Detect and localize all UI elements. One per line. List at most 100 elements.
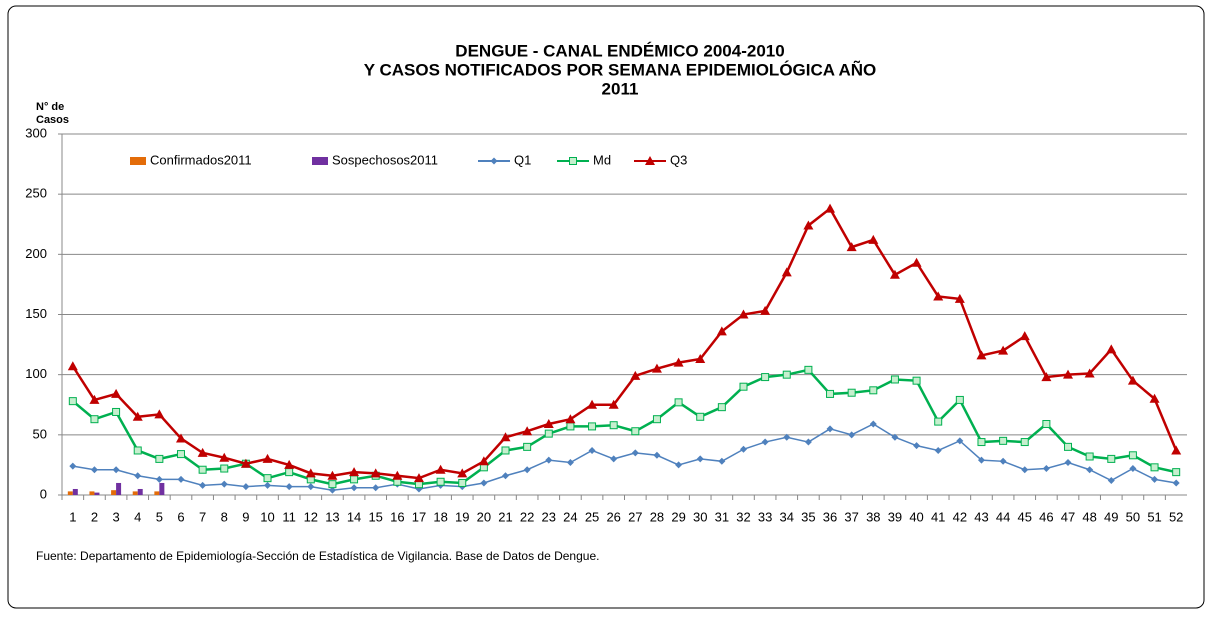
point xyxy=(1064,459,1072,467)
point xyxy=(240,458,251,468)
x-tick-label: 31 xyxy=(715,509,729,524)
point xyxy=(177,475,185,483)
point xyxy=(695,354,706,364)
x-tick-label: 41 xyxy=(931,509,945,524)
point xyxy=(1149,393,1160,403)
x-tick-label: 27 xyxy=(628,509,642,524)
point xyxy=(846,242,857,252)
point xyxy=(457,468,468,478)
point xyxy=(285,483,293,491)
x-tick-label: 24 xyxy=(563,509,577,524)
chart-title: DENGUE - CANAL ENDÉMICO 2004-2010 xyxy=(455,41,784,60)
point xyxy=(90,415,99,424)
point xyxy=(696,412,705,421)
x-tick-label: 6 xyxy=(177,509,184,524)
point xyxy=(370,468,381,478)
x-tick-label: 18 xyxy=(433,509,447,524)
y-tick-label: 0 xyxy=(40,486,47,501)
point xyxy=(436,477,445,486)
point xyxy=(954,293,965,303)
point xyxy=(220,464,229,473)
point xyxy=(999,436,1008,445)
chart-title: 2011 xyxy=(602,79,639,98)
chart-frame xyxy=(7,5,1205,609)
x-tick-label: 7 xyxy=(199,509,206,524)
point xyxy=(1172,468,1181,477)
point xyxy=(545,456,553,464)
point xyxy=(327,470,338,480)
chart-title: Y CASOS NOTIFICADOS POR SEMANA EPIDEMIOL… xyxy=(364,59,877,79)
x-tick-label: 51 xyxy=(1147,509,1161,524)
legend-label: Confirmados2011 xyxy=(150,152,252,167)
point xyxy=(869,386,878,395)
x-tick-label: 50 xyxy=(1126,509,1140,524)
point xyxy=(717,403,726,412)
bar xyxy=(116,482,122,495)
point xyxy=(783,433,791,441)
x-tick-label: 26 xyxy=(606,509,620,524)
point xyxy=(350,484,358,492)
point xyxy=(262,453,273,463)
point xyxy=(891,433,899,441)
point xyxy=(977,456,985,464)
legend-label: Q1 xyxy=(514,152,531,167)
point xyxy=(674,398,683,407)
point xyxy=(285,468,294,477)
point xyxy=(112,466,120,474)
point xyxy=(328,486,336,494)
point xyxy=(1107,477,1115,485)
y-axis-label: Casos xyxy=(36,114,69,126)
point xyxy=(631,427,640,436)
point xyxy=(761,438,769,446)
point xyxy=(175,433,186,443)
point xyxy=(934,446,942,454)
x-tick-label: 36 xyxy=(823,509,837,524)
point xyxy=(350,475,359,484)
point xyxy=(889,269,900,279)
point xyxy=(1085,452,1094,461)
point xyxy=(1106,344,1117,354)
x-tick-label: 15 xyxy=(368,509,382,524)
y-axis-label: N° de xyxy=(36,101,64,113)
point xyxy=(500,432,511,442)
x-tick-label: 44 xyxy=(996,509,1010,524)
point xyxy=(112,407,121,416)
point xyxy=(1021,466,1029,474)
bar xyxy=(137,488,143,495)
point xyxy=(1086,466,1094,474)
point xyxy=(803,220,814,230)
point xyxy=(1019,331,1030,341)
x-tick-label: 16 xyxy=(390,509,404,524)
x-tick-label: 37 xyxy=(844,509,858,524)
x-tick-label: 3 xyxy=(112,509,119,524)
point xyxy=(848,431,856,439)
point xyxy=(68,397,77,406)
x-tick-label: 23 xyxy=(542,509,556,524)
point xyxy=(198,465,207,474)
point xyxy=(675,461,683,469)
point xyxy=(134,472,142,480)
x-tick-label: 45 xyxy=(1018,509,1032,524)
point xyxy=(523,466,531,474)
x-tick-label: 47 xyxy=(1061,509,1075,524)
point xyxy=(176,450,185,459)
point xyxy=(588,446,596,454)
source-note: Fuente: Departamento de Epidemiología-Se… xyxy=(36,549,599,563)
y-tick-label: 300 xyxy=(25,125,47,140)
point xyxy=(738,309,749,319)
bar xyxy=(159,482,165,495)
point xyxy=(1042,420,1051,429)
point xyxy=(154,409,165,419)
y-tick-label: 200 xyxy=(25,246,47,261)
point xyxy=(826,425,834,433)
x-tick-label: 4 xyxy=(134,509,141,524)
point xyxy=(1151,475,1159,483)
x-tick-label: 1 xyxy=(69,509,76,524)
y-tick-label: 50 xyxy=(33,426,47,441)
x-tick-label: 21 xyxy=(498,509,512,524)
point xyxy=(739,445,747,453)
point xyxy=(480,479,488,487)
point xyxy=(501,446,510,455)
point xyxy=(1063,369,1074,379)
point xyxy=(781,267,792,277)
